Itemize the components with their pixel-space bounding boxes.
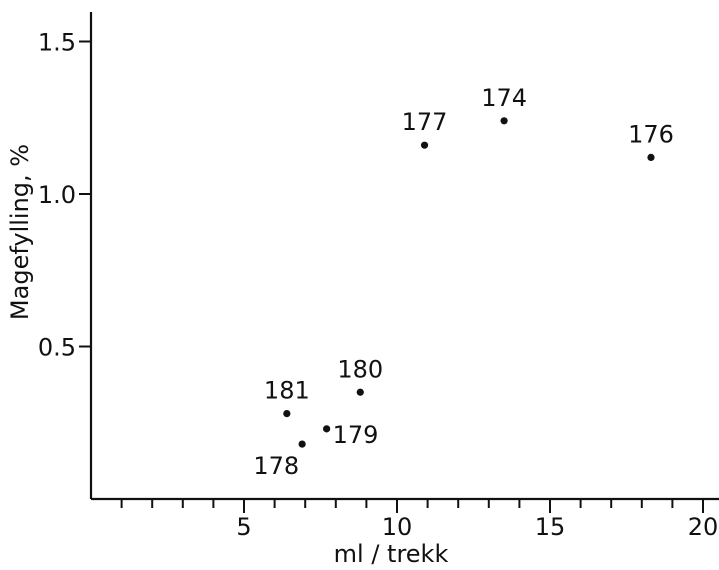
data-point-179 <box>323 425 331 433</box>
x-tick-label: 20 <box>688 513 719 541</box>
data-point-180 <box>356 388 364 396</box>
data-point-181 <box>283 410 291 418</box>
y-tick-label: 0.5 <box>38 334 76 362</box>
y-tick-label: 1.0 <box>38 181 76 209</box>
point-label-181: 181 <box>264 377 310 405</box>
data-point-178 <box>298 440 306 448</box>
data-point-176 <box>647 153 655 161</box>
x-tick-label: 15 <box>535 513 566 541</box>
y-tick-label: 1.5 <box>38 29 76 57</box>
y-ticks: 0.5 1.0 1.5 <box>38 29 91 362</box>
point-label-176: 176 <box>628 120 674 148</box>
x-ticks: 5 10 15 20 <box>120 499 719 541</box>
point-label-174: 174 <box>481 84 527 112</box>
x-tick-label: 10 <box>382 513 413 541</box>
point-label-177: 177 <box>402 108 448 136</box>
point-label-180: 180 <box>337 355 383 383</box>
x-tick-label: 5 <box>236 513 251 541</box>
y-axis-title: Magefylling, % <box>6 144 34 320</box>
x-axis-title: ml / trekk <box>334 540 449 568</box>
point-label-179: 179 <box>333 421 379 449</box>
data-point-177 <box>420 141 429 149</box>
data-points: 174 176 177 180 181 179 178 <box>253 84 674 480</box>
data-point-174 <box>500 117 508 125</box>
point-label-178: 178 <box>253 452 299 480</box>
axes <box>89 12 719 501</box>
